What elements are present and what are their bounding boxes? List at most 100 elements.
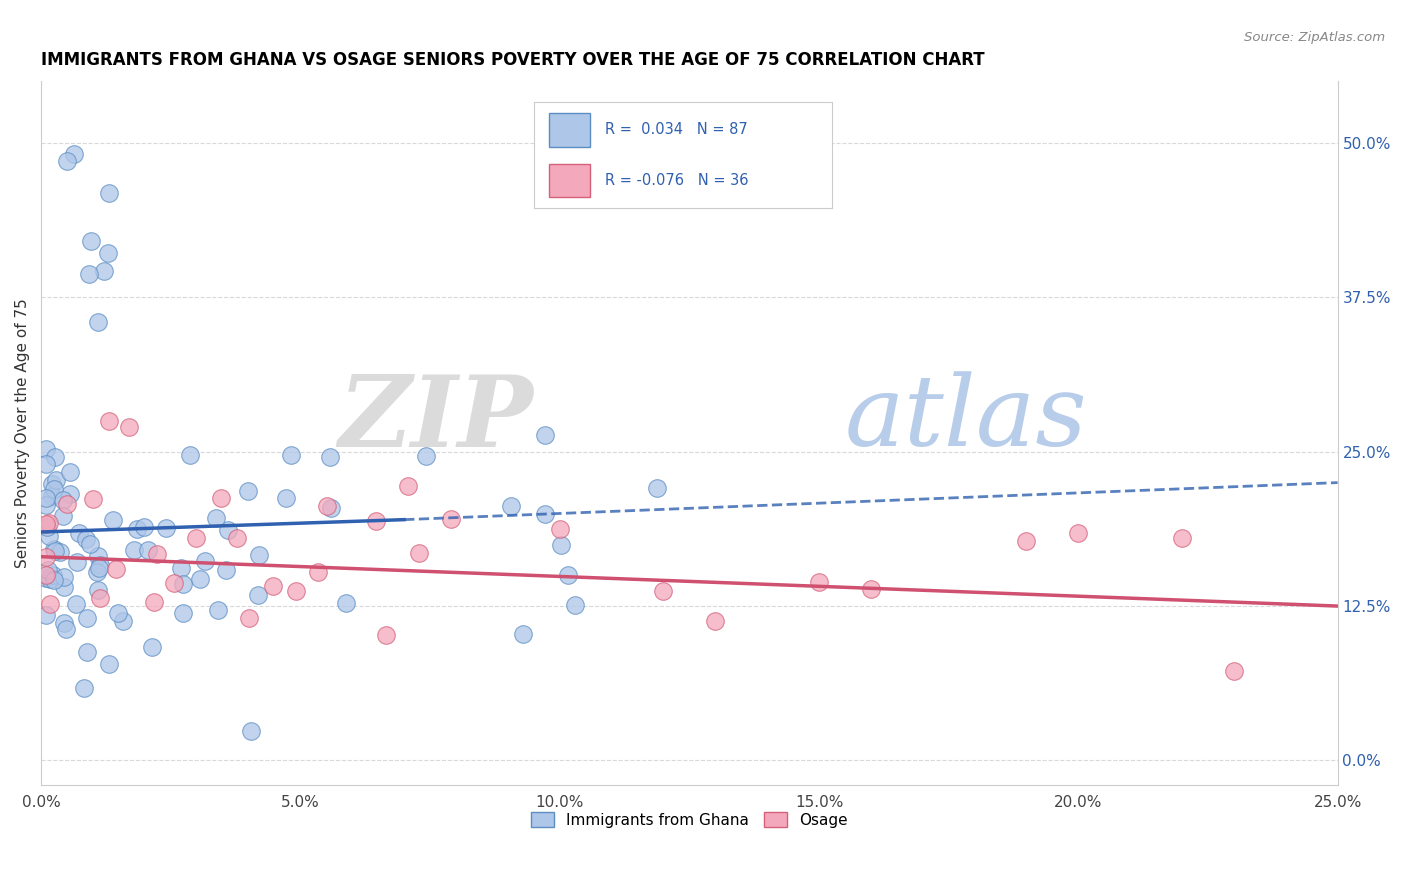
Point (48, 545, 70, 559)
Point (1015, 533, 1038, 548)
Point (307, 566, 329, 580)
Point (512, 626, 534, 640)
Point (35, 550, 58, 565)
Text: atlas: atlas (845, 371, 1088, 467)
Point (1223, 665, 1246, 679)
Legend: Immigrants from Ghana, Osage: Immigrants from Ghana, Osage (524, 805, 853, 834)
Point (35, 607, 58, 622)
Point (105, 562, 128, 576)
Point (76, 611, 98, 625)
Point (41, 477, 63, 491)
Point (236, 484, 259, 499)
Point (315, 499, 337, 513)
Point (87, 549, 110, 563)
Point (408, 546, 430, 560)
Point (38, 529, 60, 543)
Point (143, 595, 166, 609)
Point (533, 507, 555, 521)
Y-axis label: Seniors Poverty Over the Age of 75: Seniors Poverty Over the Age of 75 (15, 298, 30, 568)
Point (44, 544, 66, 558)
Point (55, 154, 77, 169)
Point (67, 526, 90, 541)
Point (548, 523, 571, 537)
Point (645, 481, 668, 495)
Point (72, 681, 94, 695)
Point (207, 603, 229, 617)
Point (51, 493, 73, 508)
Point (35, 457, 58, 471)
Point (136, 542, 159, 557)
Point (35, 517, 58, 532)
Point (35, 567, 58, 582)
Point (172, 606, 194, 620)
Point (41, 490, 63, 504)
Point (247, 588, 270, 602)
Point (63, 147, 86, 161)
Point (89, 591, 111, 606)
Point (239, 723, 262, 738)
Point (87, 314, 110, 328)
Point (52, 509, 75, 524)
Point (652, 583, 675, 598)
Point (52, 580, 75, 594)
Point (226, 531, 249, 545)
Point (859, 582, 882, 596)
Point (704, 614, 727, 628)
Point (44, 450, 66, 465)
Point (215, 563, 238, 577)
Point (125, 522, 148, 536)
Point (217, 524, 239, 538)
Point (209, 491, 232, 505)
Point (37, 563, 59, 577)
Point (122, 543, 145, 558)
Point (42, 482, 65, 496)
Point (52, 570, 75, 584)
Point (93, 264, 115, 278)
Point (564, 598, 586, 612)
Point (335, 596, 357, 610)
Point (163, 575, 186, 590)
Point (82, 491, 104, 506)
Point (97, 186, 120, 201)
Point (262, 579, 284, 593)
Point (204, 511, 226, 525)
Point (118, 420, 141, 434)
Point (101, 513, 124, 527)
Point (280, 448, 302, 462)
Point (184, 531, 207, 545)
Point (284, 584, 307, 599)
Point (79, 268, 101, 282)
Point (79, 536, 101, 550)
Point (808, 574, 831, 589)
Point (1171, 531, 1194, 545)
Point (375, 628, 398, 642)
Point (39, 597, 62, 611)
Point (155, 520, 177, 534)
Point (79, 234, 101, 248)
Point (238, 611, 260, 625)
Point (194, 554, 217, 568)
Point (247, 548, 270, 562)
Point (35, 491, 58, 506)
Point (89, 558, 111, 572)
Point (39, 573, 62, 587)
Point (319, 501, 342, 516)
Point (42, 568, 65, 582)
Point (170, 561, 193, 575)
Point (55, 622, 77, 636)
Point (38, 516, 60, 530)
Point (319, 450, 342, 464)
Point (415, 449, 437, 463)
Point (274, 491, 297, 505)
Point (188, 572, 211, 586)
Point (89, 561, 111, 575)
Point (97, 246, 120, 260)
Text: Source: ZipAtlas.com: Source: ZipAtlas.com (1244, 31, 1385, 45)
Point (76, 645, 98, 659)
Point (179, 448, 201, 462)
Point (35, 498, 58, 512)
Point (53, 616, 76, 631)
Point (364, 514, 387, 528)
Point (86, 565, 108, 579)
Point (35, 442, 58, 456)
